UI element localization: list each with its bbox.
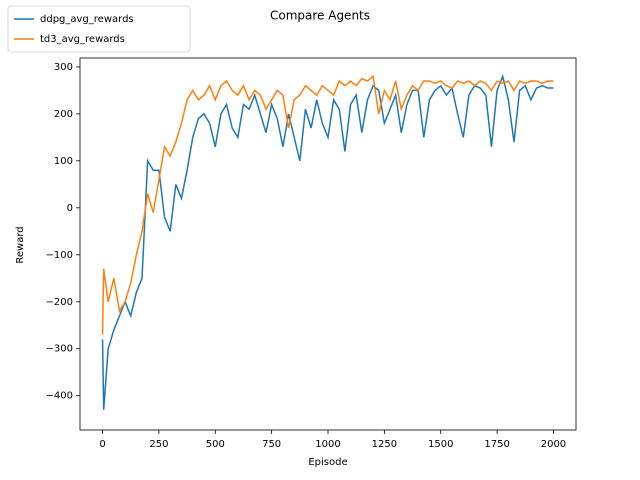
legend-box [7,5,191,53]
line [101,73,554,410]
x-tick-label: 2000 [541,439,566,450]
x-tick-label: 1250 [372,439,397,450]
y-tick-label: −400 [46,391,73,402]
y-tick-label: 300 [54,62,73,73]
x-tick-label: 0 [99,439,105,450]
x-axis-label: Episode [308,457,347,468]
x-tick-label: 250 [149,439,168,450]
x-tick-label: 1500 [428,439,453,450]
chart-title: Compare Agents [270,9,370,23]
y-tick-label: 200 [54,109,73,120]
legend-label: td3_avg_rewards [40,34,125,45]
x-tick-label: 1000 [315,439,340,450]
y-axis-label: Reward [15,226,26,263]
y-tick-label: −200 [46,297,73,308]
line [101,74,554,335]
x-tick-label: 1750 [484,439,509,450]
y-tick-label: 100 [54,156,73,167]
axes-frame [79,57,577,431]
y-tick-label: −100 [46,250,73,261]
legend-label: ddpg_avg_rewards [40,14,134,25]
x-tick-label: 750 [262,439,281,450]
y-tick-label: 0 [67,203,73,214]
x-tick-label: 500 [206,439,225,450]
y-tick-label: −300 [46,344,73,355]
